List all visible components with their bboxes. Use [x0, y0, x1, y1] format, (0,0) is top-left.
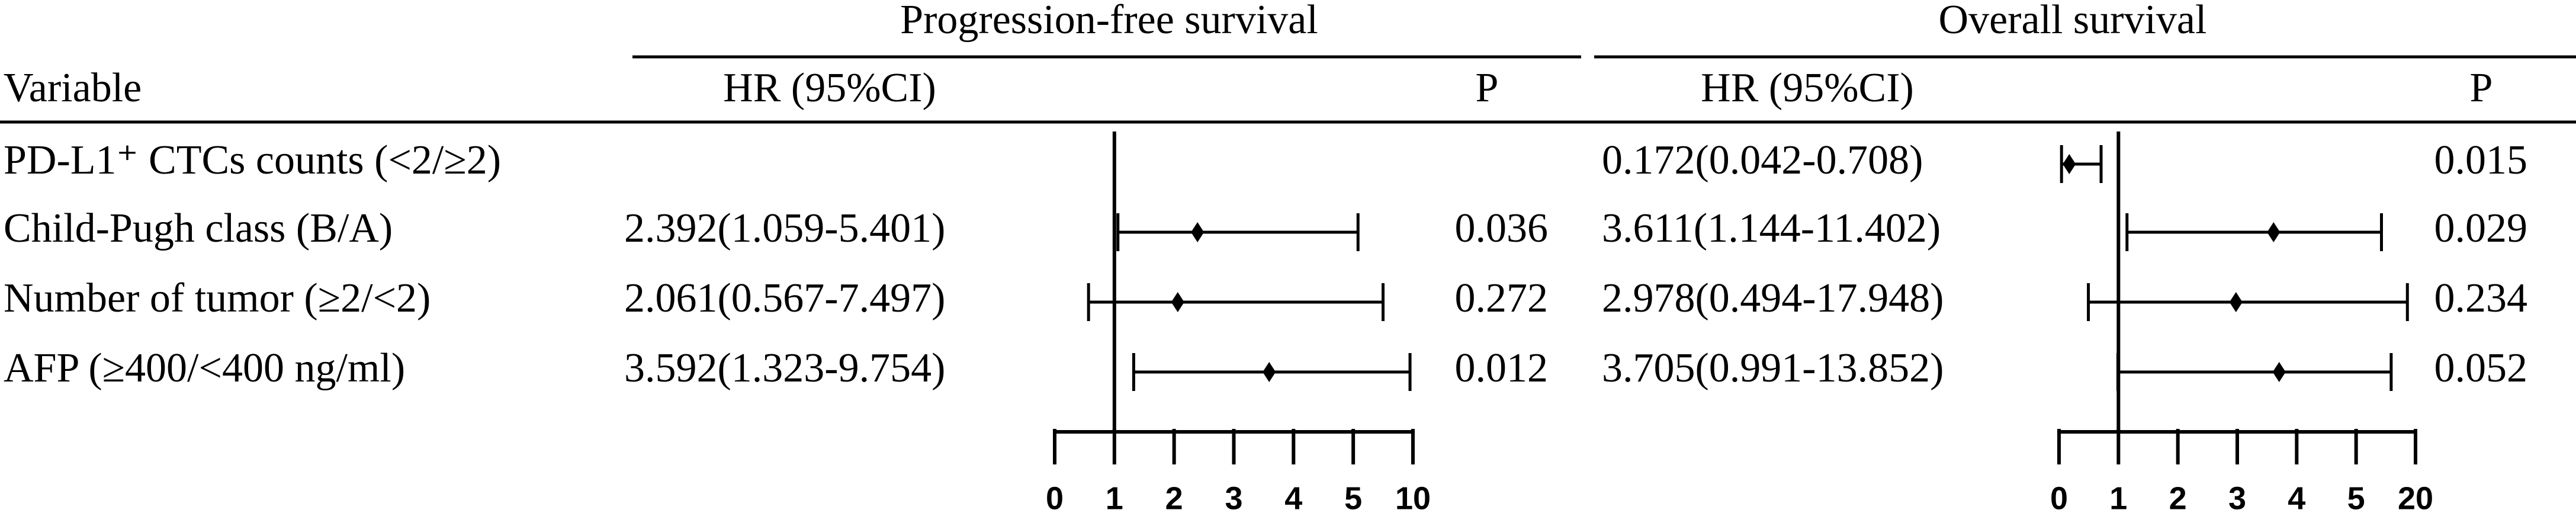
pfs-title: Progression-free survival	[900, 0, 1318, 43]
hr-label: 0.172(0.042-0.708)	[1602, 137, 1923, 183]
hr-label: 3.705(0.991-13.852)	[1602, 345, 1944, 391]
p-value: 0.052	[2434, 345, 2528, 391]
p-header: P	[2470, 65, 2493, 111]
tick: 5	[1344, 480, 1362, 516]
tick: 0	[1046, 480, 1064, 516]
tick: 2	[1165, 480, 1183, 516]
tick: 4	[2288, 480, 2305, 516]
hr-marker	[2229, 292, 2243, 312]
variable-header: Variable	[4, 65, 142, 111]
p-value: 0.272	[1455, 275, 1549, 321]
tick: 5	[2347, 480, 2365, 516]
variable-label: PD-L1⁺ CTCs counts (<2/≥2)	[4, 137, 501, 183]
p-value: 0.234	[2434, 275, 2528, 321]
tick: 0	[2050, 480, 2068, 516]
hr-marker	[1263, 362, 1276, 382]
variable-label: Number of tumor (≥2/<2)	[4, 275, 431, 321]
variable-label: AFP (≥400/<400 ng/ml)	[4, 345, 405, 391]
p-value: 0.029	[2434, 206, 2528, 251]
hr-label: 2.061(0.567-7.497)	[624, 275, 945, 321]
hr-header: HR (95%CI)	[1701, 65, 1914, 111]
tick: 20	[2398, 480, 2433, 516]
os-title: Overall survival	[1939, 0, 2207, 43]
hr-label: 3.592(1.323-9.754)	[624, 345, 945, 391]
hr-marker	[2063, 154, 2076, 174]
hr-marker	[2272, 362, 2286, 382]
p-value: 0.015	[2434, 137, 2528, 183]
tick: 3	[1225, 480, 1242, 516]
p-value: 0.036	[1455, 206, 1549, 251]
tick: 1	[1106, 480, 1123, 516]
hr-label: 3.611(1.144-11.402)	[1602, 206, 1941, 251]
tick: 10	[1395, 480, 1431, 516]
p-value: 0.012	[1455, 345, 1549, 391]
tick: 4	[1284, 480, 1302, 516]
tick: 3	[2228, 480, 2246, 516]
tick: 2	[2169, 480, 2187, 516]
hr-label: 2.392(1.059-5.401)	[624, 206, 945, 251]
hr-marker	[2267, 222, 2281, 242]
hr-marker	[1191, 222, 1205, 242]
variable-label: Child-Pugh class (B/A)	[4, 206, 393, 251]
hr-label: 2.978(0.494-17.948)	[1602, 275, 1944, 321]
p-header: P	[1476, 65, 1499, 111]
tick: 1	[2109, 480, 2127, 516]
hr-header: HR (95%CI)	[723, 65, 936, 111]
hr-marker	[1171, 292, 1184, 312]
